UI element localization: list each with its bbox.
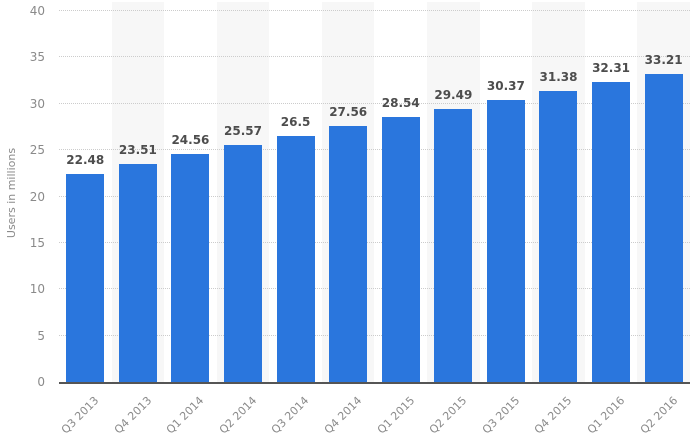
bar[interactable] — [66, 173, 105, 382]
y-axis-tick-label: 10 — [29, 282, 45, 297]
chart-column: 28.54 Q1 2015 — [374, 2, 427, 437]
bar[interactable] — [434, 108, 473, 382]
bar-value-label: 26.5 — [280, 115, 311, 130]
x-axis-label: Q1 2016 — [584, 394, 628, 437]
x-axis-label: Q1 2014 — [164, 394, 207, 437]
chart-column: 27.56 Q4 2014 — [322, 2, 375, 437]
bar-value-label: 27.56 — [329, 105, 368, 120]
x-axis-label: Q2 2014 — [216, 394, 260, 437]
y-axis-tick-label: 25 — [29, 143, 45, 158]
y-axis: 0 5 10 15 20 25 30 35 40 — [0, 2, 45, 389]
bar-value-label: 23.51 — [118, 142, 157, 157]
bar-value-label: 28.54 — [381, 96, 420, 111]
x-axis-label: Q3 2013 — [58, 394, 102, 437]
y-axis-tick-label: 35 — [29, 50, 45, 65]
chart-column: 32.31 Q1 2016 — [585, 2, 638, 437]
x-axis-label: Q4 2013 — [111, 394, 155, 437]
bar-value-label: 30.37 — [486, 79, 525, 94]
bar[interactable] — [276, 136, 315, 382]
plot-area: 22.48 Q3 2013 23.51 Q4 2013 24.56 Q1 2014 25.5… — [59, 2, 690, 437]
chart-column: 25.57 Q2 2014 — [217, 2, 270, 437]
gridline — [59, 10, 690, 11]
bar[interactable] — [539, 91, 578, 382]
x-axis-label: Q2 2016 — [637, 394, 680, 437]
y-axis-tick-label: 40 — [29, 4, 45, 18]
chart-column: 26.5 Q3 2014 — [269, 2, 322, 437]
bar[interactable] — [171, 154, 210, 382]
bar-value-label: 24.56 — [171, 133, 210, 148]
y-axis-tick-label: 0 — [37, 375, 45, 389]
bar-value-label: 29.49 — [434, 87, 473, 102]
chart-column: 22.48 Q3 2013 — [59, 2, 112, 437]
x-axis-label: Q1 2015 — [374, 394, 417, 437]
bar[interactable] — [381, 117, 420, 382]
gridline — [59, 241, 690, 243]
x-axis-label: Q4 2014 — [321, 394, 365, 437]
bar[interactable] — [118, 163, 157, 382]
x-axis-label: Q2 2015 — [426, 394, 470, 437]
bar-value-label: 31.38 — [539, 70, 578, 84]
bar[interactable] — [592, 82, 631, 382]
bar-value-label: 25.57 — [224, 123, 262, 138]
y-axis-tick-label: 5 — [37, 328, 45, 343]
x-axis-label: Q3 2015 — [479, 394, 523, 437]
chart-column: 30.37 Q3 2015 — [480, 2, 533, 437]
bar[interactable] — [486, 100, 525, 382]
y-axis-tick-label: 30 — [29, 96, 45, 111]
gridline — [59, 149, 690, 151]
chart-column: 33.21 Q2 2016 — [637, 2, 690, 437]
gridline — [59, 56, 690, 58]
y-axis-tick-label: 15 — [29, 235, 45, 250]
chart-column: 29.49 Q2 2015 — [427, 2, 480, 437]
chart-column: 23.51 Q4 2013 — [112, 2, 165, 437]
bar[interactable] — [224, 144, 263, 382]
bar[interactable] — [329, 126, 368, 382]
chart-column: 31.38 Q4 2015 — [532, 2, 585, 437]
columns-layer: 22.48 Q3 2013 23.51 Q4 2013 24.56 Q1 2014 25.5… — [59, 2, 690, 437]
bar[interactable] — [644, 74, 683, 382]
chart-column: 24.56 Q1 2014 — [164, 2, 217, 437]
gridline — [59, 195, 690, 197]
y-axis-tick-label: 20 — [29, 189, 45, 204]
gridline — [59, 102, 690, 104]
x-axis-label: Q4 2015 — [532, 394, 575, 437]
gridline — [59, 334, 690, 336]
bar-value-label: 22.48 — [66, 152, 105, 167]
x-axis-label: Q3 2014 — [269, 394, 312, 437]
bar-value-label: 32.31 — [592, 61, 631, 76]
gridline — [59, 288, 690, 290]
bar-value-label: 33.21 — [644, 53, 683, 67]
